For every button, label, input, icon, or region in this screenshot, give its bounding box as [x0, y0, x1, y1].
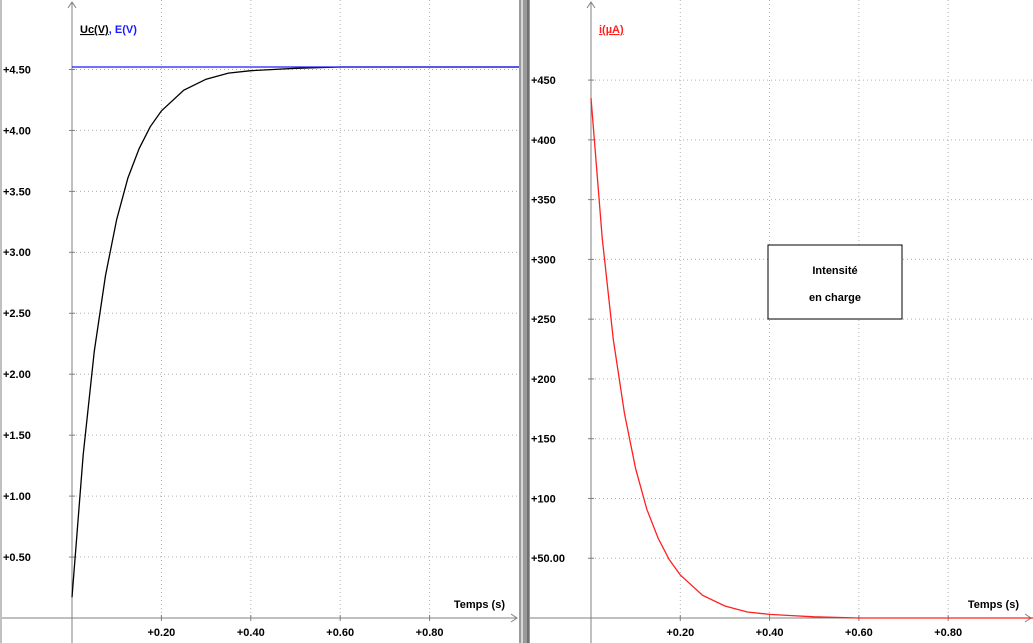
panel-separator — [519, 0, 530, 643]
y-tick-label: +4.50 — [3, 64, 31, 76]
data-line — [590, 97, 1033, 619]
x-tick-label: +0.60 — [845, 627, 873, 639]
separator-shadow — [527, 0, 529, 643]
y-axis-arrow — [67, 1, 77, 9]
x-axis-label: Temps (s) — [968, 599, 1019, 611]
legend-separator: , — [109, 24, 115, 36]
y-tick-label: +100 — [531, 493, 556, 505]
left-border — [0, 0, 2, 643]
y-tick-label: +350 — [531, 195, 556, 207]
y-tick-label: +2.50 — [3, 308, 31, 320]
y-tick-label: +0.50 — [3, 552, 31, 564]
y-tick-label: +400 — [531, 135, 556, 147]
x-tick-label: +0.80 — [416, 627, 444, 639]
x-axis-label: Temps (s) — [454, 599, 505, 611]
y-tick-label: +1.00 — [3, 491, 31, 503]
y-tick-label: +200 — [531, 374, 556, 386]
y-tick-label: +250 — [531, 314, 556, 326]
legend-entry: i(µA) — [599, 24, 624, 36]
y-tick-label: +3.00 — [3, 247, 31, 259]
y-tick-label: +450 — [531, 75, 556, 87]
x-tick-label: +0.80 — [934, 627, 962, 639]
y-tick-label: +1.50 — [3, 430, 31, 442]
y-tick-label: +2.00 — [3, 369, 31, 381]
y-tick-label: +300 — [531, 254, 556, 266]
x-tick-label: +0.20 — [147, 627, 175, 639]
legend-entry: E(V) — [115, 24, 137, 36]
y-tick-label: +4.00 — [3, 125, 31, 137]
y-tick-label: +150 — [531, 434, 556, 446]
legend: i(µA) — [599, 24, 624, 36]
x-tick-label: +0.20 — [666, 627, 694, 639]
annotation-text: en charge — [809, 292, 861, 304]
annotation-text: Intensité — [812, 265, 857, 277]
annotation-box — [767, 244, 903, 320]
separator-highlight — [521, 0, 523, 643]
legend-entry: Uc(V) — [80, 24, 109, 36]
x-tick-label: +0.40 — [237, 627, 265, 639]
legend: Uc(V), E(V) — [80, 24, 137, 36]
x-tick-label: +0.40 — [756, 627, 784, 639]
y-tick-label: +50.00 — [531, 553, 565, 565]
y-axis-arrow — [586, 1, 596, 9]
x-tick-label: +0.60 — [326, 627, 354, 639]
x-axis-arrow — [510, 613, 518, 623]
y-tick-label: +3.50 — [3, 186, 31, 198]
